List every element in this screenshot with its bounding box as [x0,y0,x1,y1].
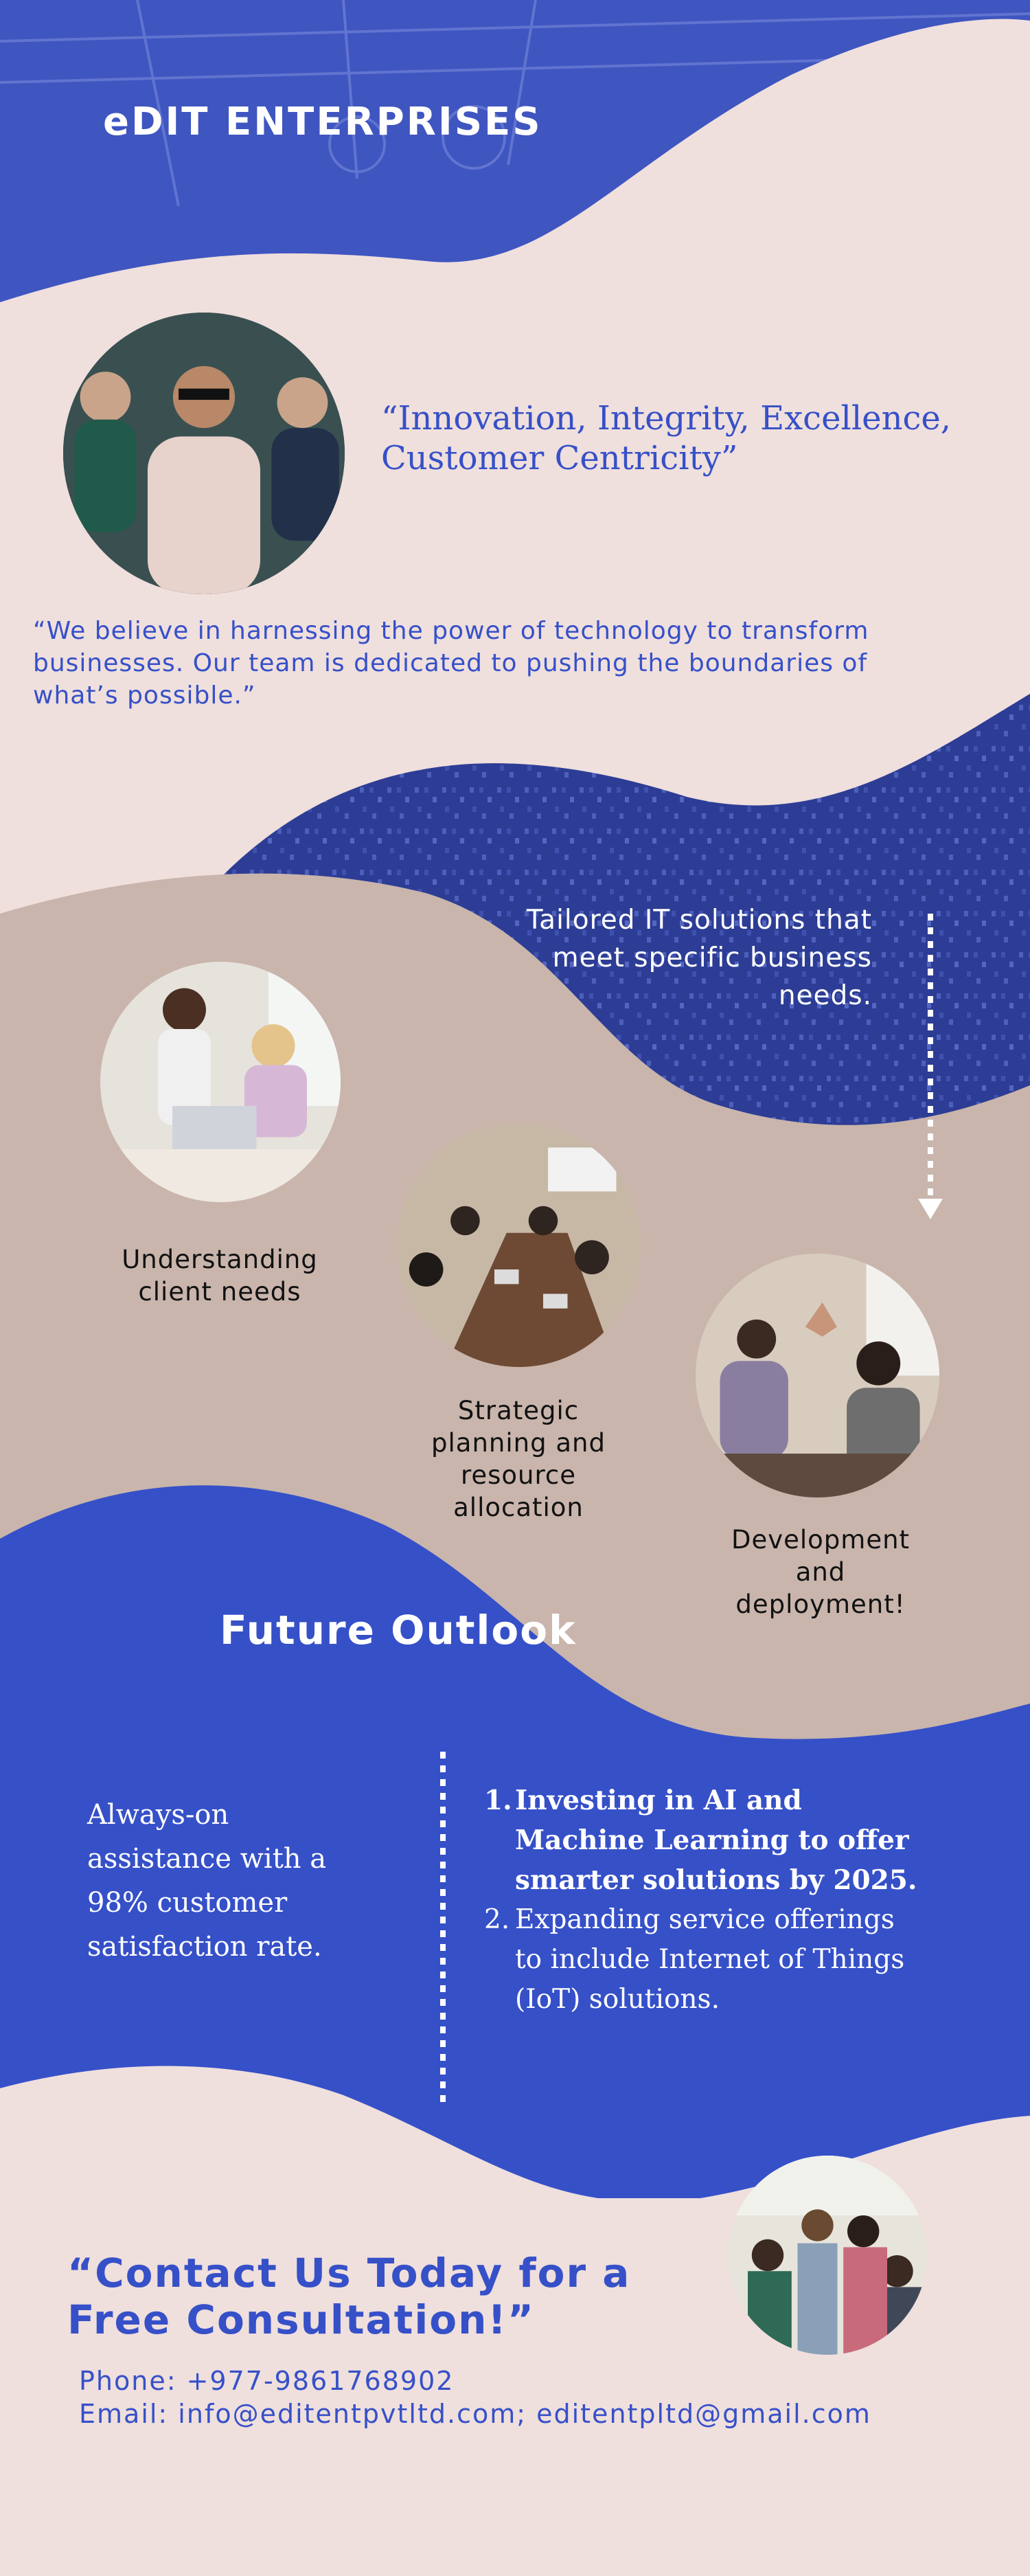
step-1-label: Understanding client needs [122,1245,318,1307]
motto-text: “Innovation, Integrity, Excellence, Cust… [381,399,952,477]
goal-item-2: 2. Expanding service offerings to includ… [484,1900,924,2020]
belief-statement: “We believe in harnessing the power of t… [33,617,869,710]
goal-1-number: 1. [484,1785,512,1816]
outlook-title: Future Outlook [220,1607,577,1653]
goal-1-text: Investing in AI and Machine Learning to … [515,1785,917,1896]
contact-photo [728,2156,927,2355]
contact-phone[interactable]: Phone: +977-9861768902 [79,2366,455,2396]
step-3-label: Development and deployment! [731,1525,911,1619]
goals-list: 1. Investing in AI and Machine Learning … [484,1781,924,2020]
solutions-tagline: Tailored IT solutions that meet specific… [526,905,872,1011]
goal-2-number: 2. [484,1904,510,1935]
outlook-band [0,1485,1030,2198]
arrow-down-icon [918,914,943,1219]
contact-email[interactable]: Email: info@editentpvtltd.com; editentpl… [79,2399,871,2429]
assistance-text: Always-on assistance with a 98% customer… [87,1799,327,1963]
goal-item-1: 1. Investing in AI and Machine Learning … [484,1781,924,1900]
contact-heading: “Contact Us Today for a Free Consultatio… [67,2250,631,2343]
step-3-photo [696,1254,939,1498]
team-photo [63,313,345,594]
step-2-photo [397,1123,641,1367]
brand-name: eDIT ENTERPRISES [103,100,542,144]
step-1-photo [100,962,341,1202]
step-2-label: Strategic planning and resource allocati… [431,1396,606,1522]
goal-2-text: Expanding service offerings to include I… [515,1904,905,2015]
